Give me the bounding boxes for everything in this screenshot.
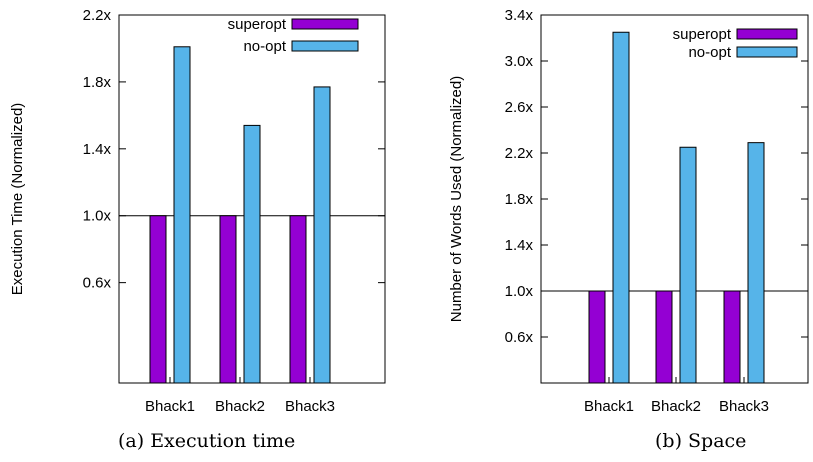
y-tick-label: 1.4x (505, 237, 534, 254)
bar-no-opt-bhack2 (243, 124, 261, 384)
bar-superopt-bhack2 (655, 290, 673, 384)
y-tick-label: 3.0x (505, 53, 534, 70)
y-tick-label: 0.6x (83, 275, 112, 292)
x-tick-label: Bhack1 (145, 398, 195, 415)
legend-label-superopt: superopt (673, 26, 732, 43)
chart-caption: (a) Execution time (118, 430, 295, 452)
legend-swatch-superopt (291, 18, 359, 30)
chart-2: 0.6x 1.0x 1.4x 1.8x 2.2x 2.6x 3.0x 3.4x Bhack1 Bh… (448, 7, 809, 452)
legend-swatch-no-opt (291, 40, 359, 52)
x-tick-label: Bhack3 (719, 398, 769, 415)
y-tick-label: 1.4x (83, 141, 112, 158)
y-tick-label: 1.0x (505, 283, 534, 300)
bar-superopt-bhack2 (219, 215, 237, 384)
y-tick-label: 1.8x (505, 191, 534, 208)
y-tick-label: 2.2x (83, 7, 112, 24)
legend-swatch-no-opt (736, 46, 798, 58)
y-tick-label: 2.6x (505, 99, 534, 116)
y-tick-label: 3.4x (505, 7, 534, 24)
legend-label-no-opt: no-opt (688, 44, 731, 61)
y-tick-label: 1.8x (83, 74, 112, 91)
chart-caption: (b) Space (655, 430, 746, 452)
legend-label-no-opt: no-opt (243, 38, 286, 55)
legend-label-superopt: superopt (228, 16, 287, 33)
bar-no-opt-bhack3 (747, 142, 765, 384)
y-tick-label: 0.6x (505, 329, 534, 346)
bar-no-opt-bhack1 (612, 31, 630, 384)
bar-superopt-bhack3 (723, 290, 741, 384)
bar-no-opt-bhack2 (679, 146, 697, 384)
y-axis-label: Number of Words Used (Normalized) (448, 76, 465, 322)
bar-superopt-bhack1 (149, 215, 167, 384)
y-tick-label: 2.2x (505, 145, 534, 162)
chart-1: 0.6x 1.0x 1.4x 1.8x 2.2x Bhack1 Bhack2 Bhack3 Ex… (9, 7, 386, 452)
bar-no-opt-bhack1 (173, 46, 191, 384)
bar-superopt-bhack3 (289, 215, 307, 384)
plot-frame (540, 14, 809, 384)
legend-swatch-superopt (736, 28, 798, 40)
x-tick-label: Bhack1 (584, 398, 634, 415)
bar-superopt-bhack1 (588, 290, 606, 384)
x-tick-label: Bhack3 (285, 398, 335, 415)
x-tick-label: Bhack2 (215, 398, 265, 415)
bar-no-opt-bhack3 (313, 86, 331, 384)
y-tick-label: 1.0x (83, 208, 112, 225)
legend: superopt no-opt (228, 16, 359, 55)
y-axis-label: Execution Time (Normalized) (9, 103, 26, 296)
x-tick-label: Bhack2 (651, 398, 701, 415)
